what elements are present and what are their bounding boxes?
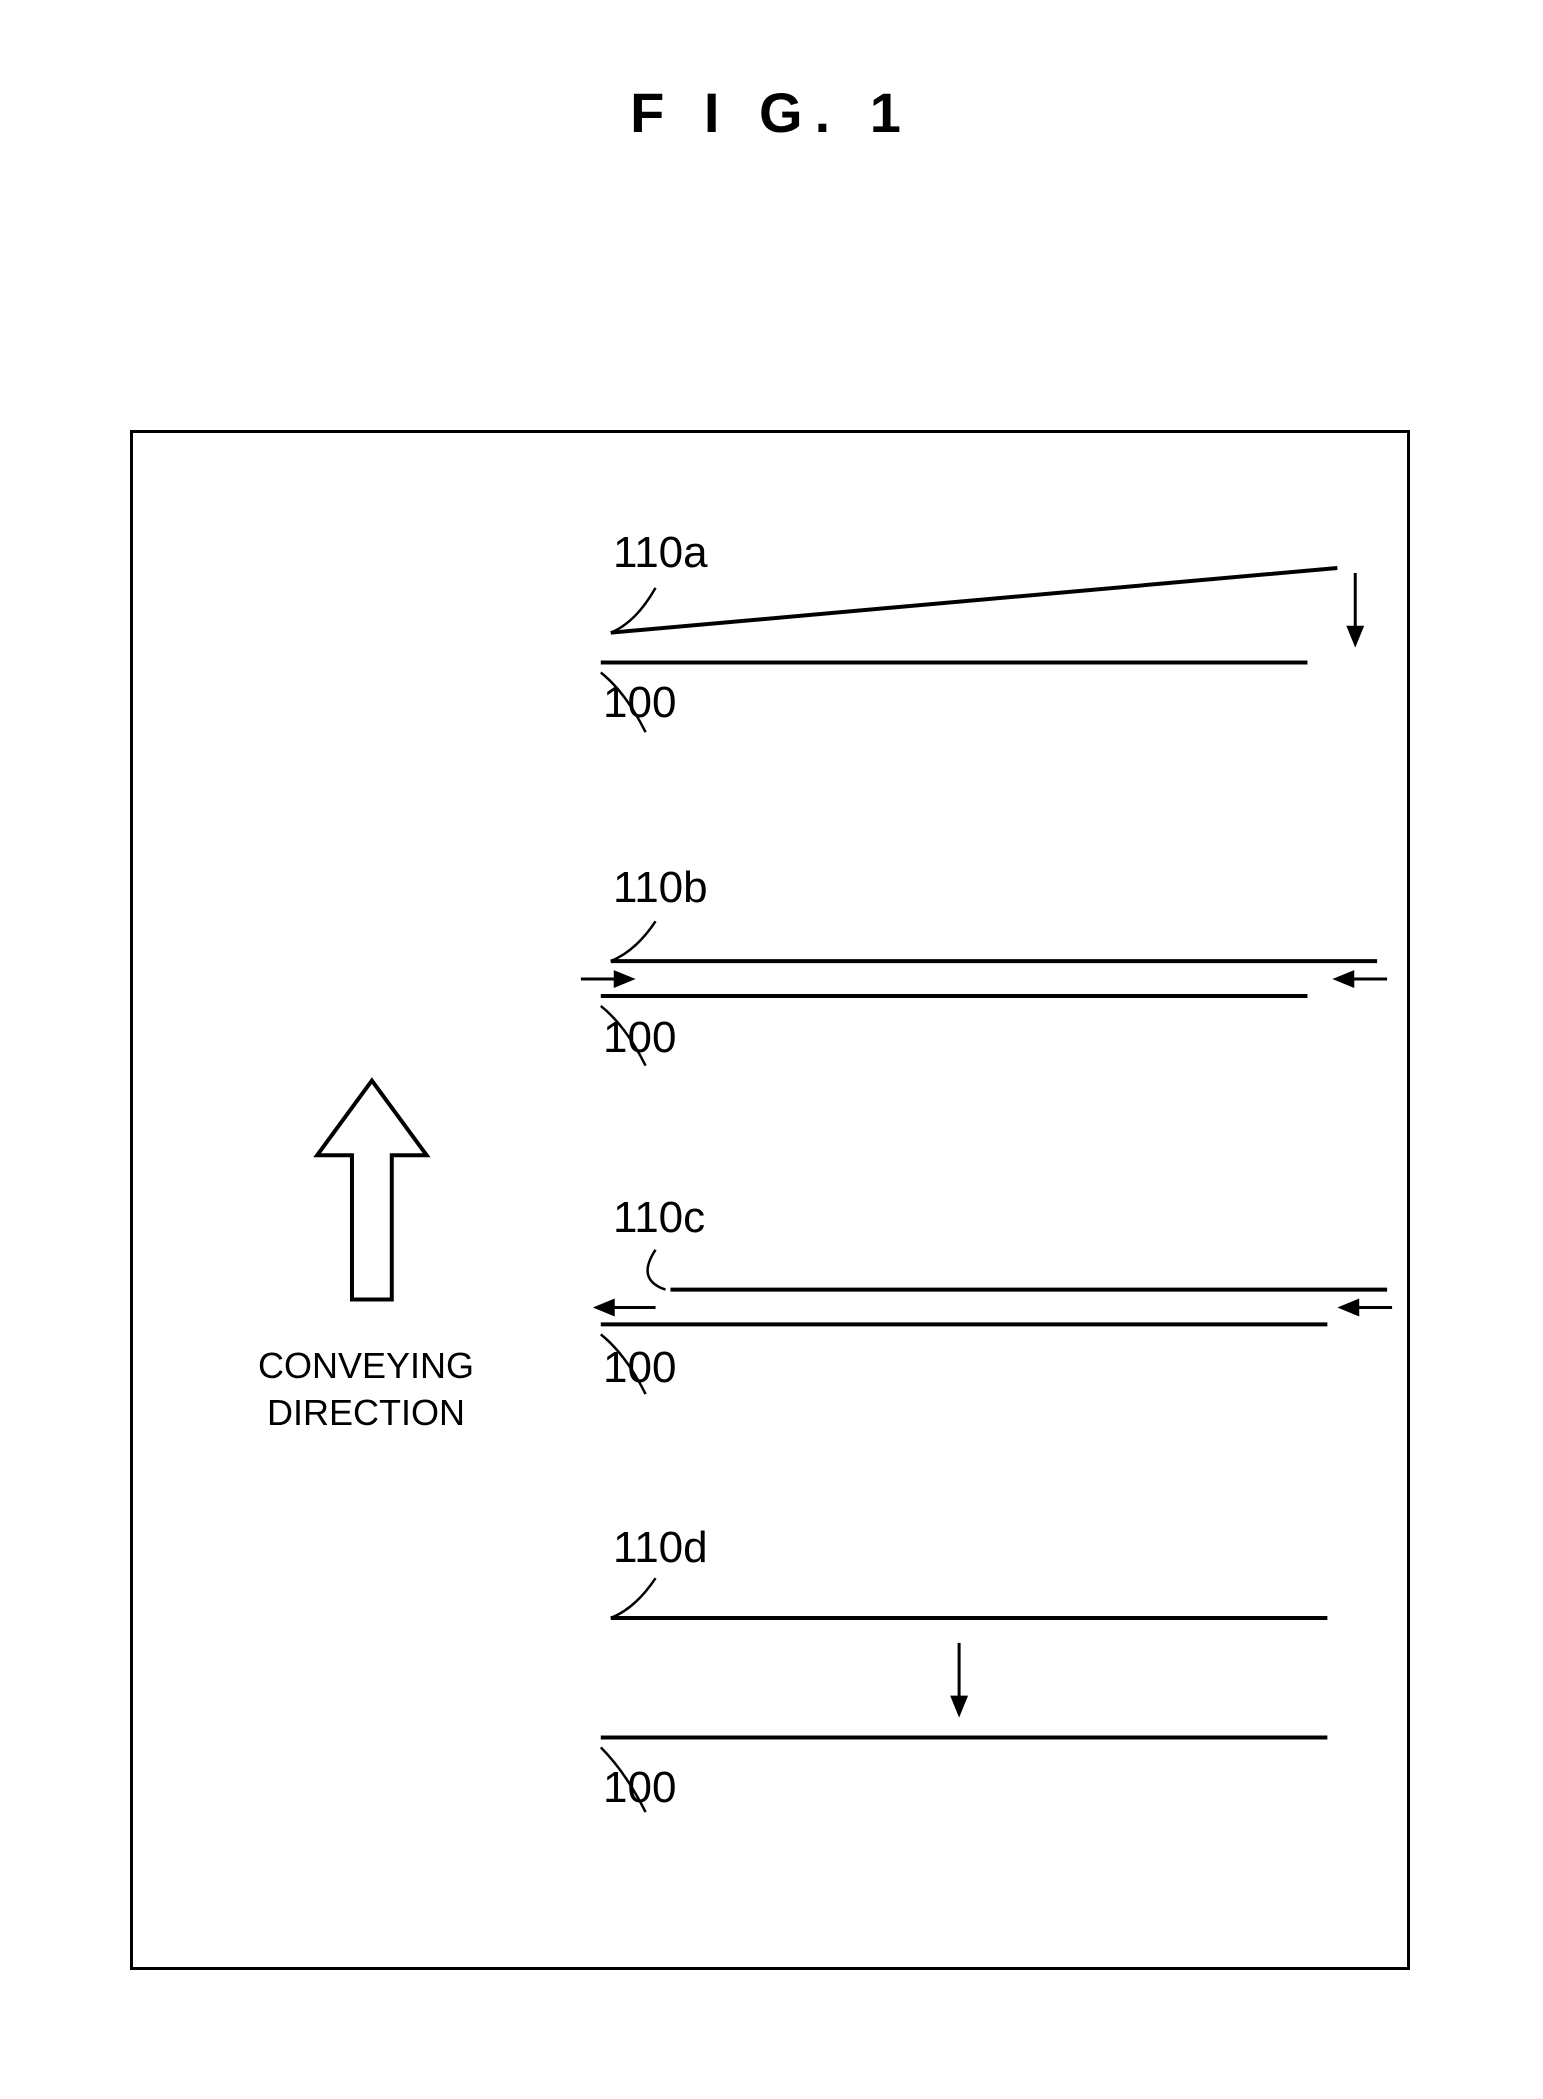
- panel-0-top-label: 110a: [613, 528, 708, 578]
- panel-3-bottom-label: 100: [603, 1763, 676, 1813]
- conveying-line2: DIRECTION: [267, 1392, 465, 1433]
- panel-0-bottom-label: 100: [603, 678, 676, 728]
- diagram-box: 110a 100 110b 100 110c 100 110d 100 CONVEYING DIR…: [130, 430, 1410, 1970]
- conveying-direction-label: CONVEYING DIRECTION: [258, 1343, 474, 1437]
- panel-2-bottom-label: 100: [603, 1343, 676, 1393]
- conveying-direction-arrow: [317, 1081, 426, 1300]
- diagram-svg: [133, 433, 1407, 1967]
- panel-3-top-label: 110d: [613, 1523, 708, 1573]
- conveying-line1: CONVEYING: [258, 1345, 474, 1386]
- panel-1-top-label: 110b: [613, 863, 708, 913]
- panel-2-top-label: 110c: [613, 1193, 705, 1243]
- figure-title: F I G. 1: [630, 80, 913, 145]
- panel-1-bottom-label: 100: [603, 1013, 676, 1063]
